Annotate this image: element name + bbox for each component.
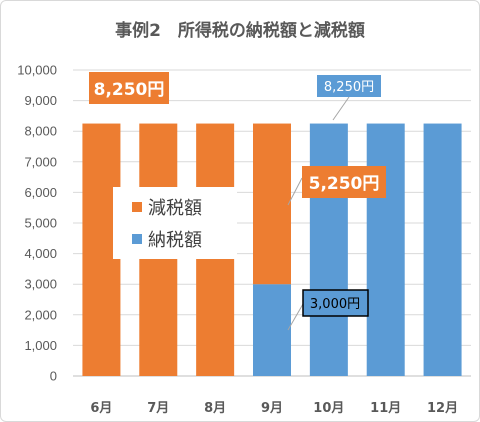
legend-label: 納税額 [148,230,202,251]
x-tick-label: 7月 [147,401,169,416]
callout-box [317,75,381,97]
y-tick-label: 4,000 [24,246,57,261]
y-tick-label: 6,000 [24,185,57,200]
callout-box [89,72,169,104]
chart-title: 事例2 所得税の納税額と減税額 [115,20,365,41]
y-tick-label: 10,000 [17,63,57,78]
bar-納税額 [423,123,462,376]
callout-leader [332,96,350,121]
y-tick-label: 7,000 [24,154,57,169]
bar-減税額 [253,123,291,285]
callout-label: 3,000円 [310,297,360,312]
callout-leader [287,177,303,206]
y-tick-label: 0 [50,369,57,384]
x-tick-label: 9月 [261,401,283,416]
y-tick-label: 1,000 [24,338,57,353]
x-tick-label: 6月 [90,401,112,416]
legend-box [113,187,237,259]
x-tick-label: 8月 [204,401,226,416]
x-axis-ticks: 6月 7月 8月 9月 10月 11月 12月 [90,401,458,416]
callout-label: 8,250円 [94,80,165,100]
callout-leader [287,303,304,331]
callouts: 8,250円 8,250円 5,250円 3,000円 [89,72,386,331]
x-tick-label: 11月 [370,401,401,416]
legend-label: 減税額 [148,198,202,219]
legend-swatch [132,234,142,244]
x-tick-label: 12月 [427,401,458,416]
y-tick-label: 9,000 [24,93,57,108]
y-tick-label: 3,000 [24,277,57,292]
y-axis-ticks: 0 1,000 2,000 3,000 4,000 5,000 6,000 7,000 8,00… [17,63,57,384]
callout-label: 5,250円 [309,174,380,194]
bar-納税額 [253,284,291,376]
callout-label: 8,250円 [324,80,374,95]
bar-納税額 [366,123,405,376]
x-tick-label: 10月 [313,401,344,416]
y-tick-label: 5,000 [24,216,57,231]
callout-box [302,289,369,317]
bar-納税額 [309,123,348,376]
legend-swatch [132,202,142,212]
y-tick-label: 2,000 [24,307,57,322]
y-tick-label: 8,000 [24,124,57,139]
callout-box [302,166,386,198]
